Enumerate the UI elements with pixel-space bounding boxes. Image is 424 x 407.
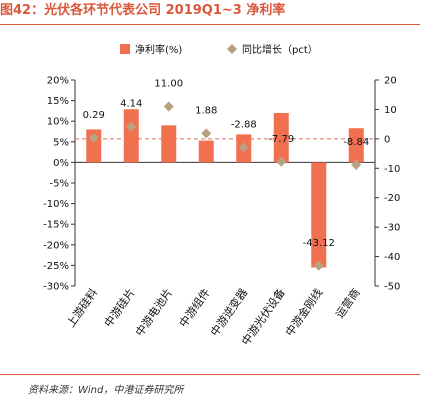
chart-title: 图42：光伏各环节代表公司 2019Q1~3 净利率 (0, 3, 286, 18)
legend-swatch-net-margin (120, 44, 130, 54)
yoy-point-3 (163, 101, 174, 112)
right-axis: -50 -40 -30 -20 -10 0 10 20 (374, 76, 400, 293)
left-tick-label: 5% (53, 137, 69, 148)
bar-4 (198, 140, 214, 163)
category-label-2: 中游硅片 (102, 286, 138, 329)
left-tick-label: 0% (53, 158, 69, 169)
left-tick-label: -10% (43, 199, 69, 210)
left-tick-label: -5% (50, 179, 69, 190)
yoy-point-8 (351, 159, 362, 170)
category-label-7: 中游金刚线 (282, 286, 325, 339)
footer-divider (0, 374, 420, 375)
bar-8 (348, 128, 364, 163)
left-tick-label: -30% (43, 282, 69, 293)
right-tick-label: -20 (384, 193, 400, 204)
legend-marker-yoy (227, 44, 237, 54)
left-tick-label: 10% (47, 117, 69, 128)
right-tick-label: 0 (384, 134, 390, 145)
category-label-3: 中游电池片 (133, 286, 175, 339)
bar-series (86, 109, 364, 268)
yoy-point-6 (276, 156, 287, 167)
category-label-5: 中游逆变器 (207, 286, 250, 339)
legend-label-net-margin: 净利率(%) (135, 43, 182, 56)
left-tick-label: 20% (47, 76, 69, 87)
yoy-data-label-2: 4.14 (120, 99, 142, 110)
yoy-data-label-5: -2.88 (231, 119, 257, 130)
yoy-data-label-1: 0.29 (83, 110, 105, 121)
bar-3 (161, 125, 177, 163)
bar-2 (123, 109, 139, 163)
category-label-1: 上游硅料 (64, 286, 101, 330)
bar-6 (273, 112, 289, 163)
legend: 净利率(%) 同比增长（pct） (120, 43, 318, 56)
chart: 净利率(%) 同比增长（pct） -30% -25% -20% -15% -10% -5% 0… (43, 43, 400, 348)
right-tick-label: 20 (384, 76, 397, 87)
yoy-point-5 (238, 142, 249, 153)
yoy-data-label-4: 1.88 (195, 105, 217, 116)
right-tick-label: -10 (384, 164, 400, 175)
left-tick-label: -20% (43, 240, 69, 251)
source-note: 资料来源：Wind，中港证券研究所 (28, 385, 184, 396)
left-tick-label: -25% (43, 261, 69, 272)
yoy-point-2 (126, 121, 137, 132)
right-tick-label: -30 (384, 223, 400, 234)
yoy-data-label-3: 11.00 (154, 78, 183, 89)
category-label-8: 运营商 (332, 286, 362, 321)
legend-label-yoy: 同比增长（pct） (242, 43, 318, 56)
right-tick-label: -40 (384, 252, 400, 263)
left-axis: -30% -25% -20% -15% -10% -5% 0% 5% 10% 15% 20% (43, 76, 76, 293)
yoy-data-label-8: -8.84 (343, 137, 369, 148)
category-label-4: 中游组件 (176, 286, 213, 330)
right-tick-label: -50 (384, 282, 400, 293)
zero-lines (75, 138, 375, 163)
right-tick-label: 10 (384, 105, 397, 116)
yoy-data-label-6: -7.79 (268, 134, 294, 145)
yoy-data-label-7: -43.12 (303, 238, 335, 249)
yoy-point-4 (201, 128, 212, 139)
left-tick-label: -15% (43, 220, 69, 231)
left-tick-label: 15% (47, 96, 69, 107)
yoy-point-1 (88, 133, 99, 144)
bar-7 (311, 162, 327, 268)
title-divider (0, 24, 420, 25)
yoy-point-7 (313, 260, 324, 271)
scatter-series: 0.29 4.14 11.00 1.88 -2.88 -7.79 -43.12 -8.84 (83, 78, 369, 271)
